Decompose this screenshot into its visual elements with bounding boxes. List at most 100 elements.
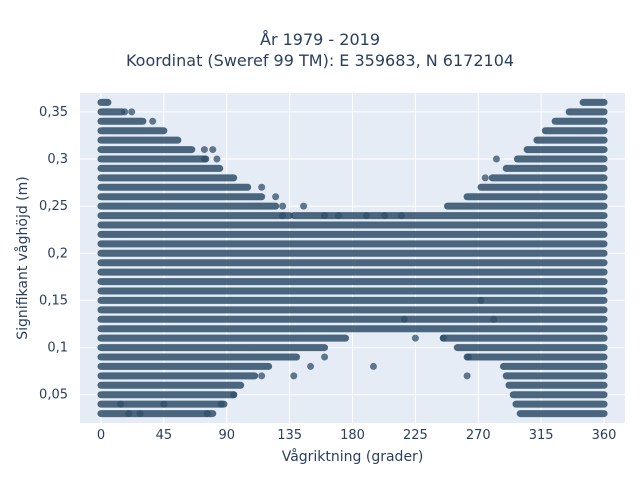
x-tick-label: 0 [97,428,105,443]
data-point [279,202,287,210]
data-point-band [97,391,238,399]
data-point-band [97,353,301,361]
data-point-band [97,212,294,220]
data-point-band [97,108,126,116]
x-tick-label: 180 [340,428,365,443]
data-point-band [97,325,608,333]
data-point [400,315,408,323]
data-point-band [505,381,608,389]
y-tick-label: 0,35 [39,105,68,120]
data-point-band [97,268,608,276]
data-point-band [439,334,608,342]
data-point-band [488,174,608,182]
x-tick-label: 315 [529,428,554,443]
data-point-band [97,183,252,191]
data-points [97,98,608,418]
data-point-band [97,334,350,342]
data-point-band [502,372,608,380]
data-point-band [533,136,608,144]
data-point-band [477,183,608,191]
data-point-band [97,146,196,154]
data-point [117,400,125,408]
data-point-band [97,381,245,389]
data-point [258,372,266,380]
data-point-band [97,136,182,144]
y-tick-label: 0,3 [47,152,68,167]
chart-title-line2: Koordinat (Sweref 99 TM): E 359683, N 61… [125,51,515,70]
data-point-band [97,202,280,210]
data-point-band [97,193,266,201]
x-axis-label: Vågriktning (grader) [282,448,424,465]
data-point-band [444,202,608,210]
data-point-band [97,362,273,370]
x-axis-ticks: 0 45 90 135 180 225 270 315 360 [97,428,617,443]
data-point [279,212,287,220]
x-tick-label: 90 [218,428,235,443]
data-point [362,212,370,220]
data-point [464,353,472,361]
data-point-band [513,155,608,163]
data-point [136,410,144,418]
y-tick-label: 0,2 [47,246,68,261]
data-point-band [97,410,217,418]
data-point-band [97,127,168,135]
data-point-band [97,278,608,286]
data-point-band [290,212,608,220]
data-point-band [97,117,147,125]
data-point [321,212,329,220]
data-point-band [516,410,608,418]
y-tick-label: 0,05 [39,388,68,403]
data-point [125,410,133,418]
data-point [200,155,208,163]
data-point [213,155,221,163]
data-point [335,212,343,220]
x-tick-label: 225 [403,428,428,443]
data-point-band [551,117,608,125]
data-point [200,146,208,154]
data-point-band [97,249,608,257]
y-tick-label: 0,1 [47,341,68,356]
data-point-band [541,127,608,135]
data-point-band [512,400,608,408]
y-axis-ticks: 0,05 0,1 0,15 0,2 0,25 0,3 0,35 [39,105,68,403]
x-tick-label: 270 [466,428,491,443]
data-point [481,174,489,182]
data-point-band [509,391,608,399]
y-axis-label: Signifikant våghöjd (m) [14,176,31,339]
data-point-band [97,306,608,314]
data-point [258,183,266,191]
data-point-band [97,344,329,352]
data-point-band [523,146,608,154]
x-tick-label: 360 [592,428,617,443]
data-point-band [97,240,608,248]
data-point [490,315,498,323]
data-point-band [97,287,608,295]
data-point-band [97,98,112,106]
data-point [321,353,329,361]
data-point [369,362,377,370]
data-point [272,193,280,201]
data-point [203,410,211,418]
data-point-band [453,344,608,352]
data-point [381,212,389,220]
data-point-band [97,221,608,229]
data-point-band [97,296,608,304]
data-point [160,400,168,408]
data-point-band [97,315,608,323]
data-point [300,202,308,210]
data-point-band [499,362,608,370]
data-point [307,362,315,370]
y-tick-label: 0,15 [39,293,68,308]
data-point [477,296,485,304]
data-point [128,108,136,116]
data-point-band [565,108,608,116]
data-point-band [463,193,608,201]
data-point-band [502,164,608,172]
data-point [439,334,447,342]
data-point [230,391,238,399]
chart-title-line1: År 1979 - 2019 [260,30,380,49]
data-point [397,212,405,220]
data-point [209,146,217,154]
data-point-band [97,155,210,163]
